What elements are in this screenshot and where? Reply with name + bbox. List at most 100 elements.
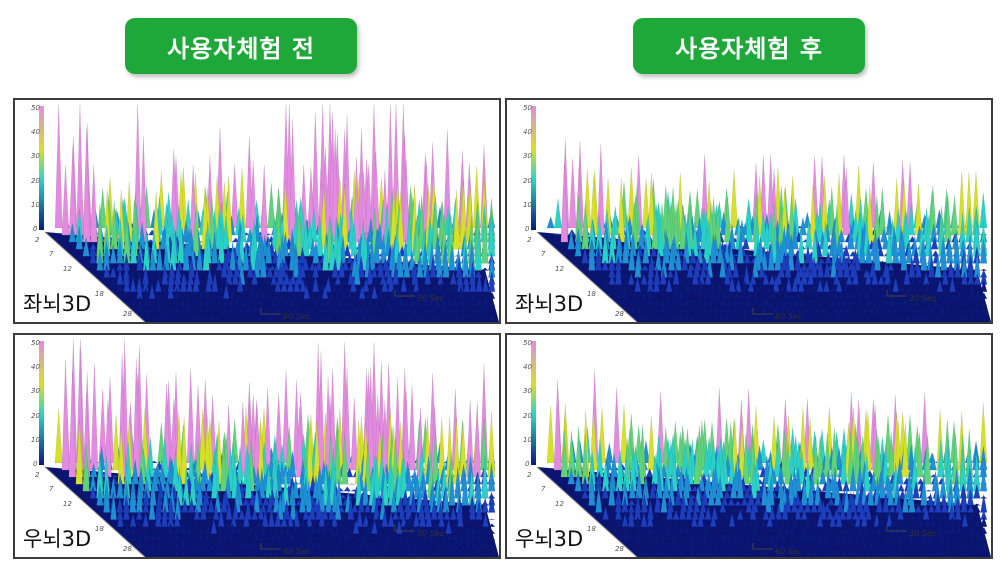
surface-peak (816, 203, 824, 243)
surface-peak (318, 536, 326, 542)
surface-peak (937, 293, 945, 299)
surface-peak (487, 462, 496, 492)
surface-peak (897, 503, 904, 520)
surface-peak (771, 553, 778, 556)
surface-peak (759, 548, 766, 556)
surface-peak (824, 469, 832, 499)
surface-peak (703, 287, 711, 292)
surface-peak (459, 305, 466, 314)
surface-peak (339, 234, 347, 264)
surface-peak (436, 316, 443, 321)
surface-peak (218, 282, 227, 285)
surface-peak (922, 271, 930, 285)
surface-peak (469, 273, 477, 292)
surface-peak (925, 303, 933, 307)
surface-peak (835, 511, 843, 527)
surface-peak (829, 510, 838, 513)
surface-peak (679, 271, 688, 278)
z-tick: 10 (523, 201, 532, 209)
surface-peak (784, 541, 792, 549)
surface-peak (202, 315, 210, 321)
surface-peak (736, 318, 743, 321)
surface-peak (338, 257, 346, 278)
surface-peak (199, 501, 207, 520)
surface-peak (286, 307, 294, 314)
surface-peak (424, 554, 431, 556)
surface-peak (646, 524, 654, 534)
surface-peak (393, 311, 400, 314)
surface-peak (219, 438, 228, 492)
surface-peak (136, 295, 144, 307)
surface-peak (191, 554, 198, 556)
surface-peak (280, 514, 288, 527)
surface-peak (262, 495, 270, 506)
surface-peak (742, 308, 750, 314)
surface-peak (817, 257, 826, 264)
surface-peak (873, 238, 881, 271)
surface-peak (395, 550, 403, 556)
surface-peak (436, 549, 443, 556)
surface-peak (236, 275, 244, 292)
surface-peak (167, 317, 175, 321)
surface-peak (788, 292, 796, 299)
surface-peak (823, 278, 830, 292)
surface-peak (950, 195, 959, 236)
surface-peak (612, 387, 621, 464)
chart-right-brain-before: 50 40 30 20 10 0 2 7 12 18 28 30 Sec 60 … (13, 333, 501, 559)
surface-peak (217, 506, 225, 527)
surface-peak (767, 240, 775, 271)
surface-peak (299, 278, 307, 292)
surface-peak (784, 305, 791, 314)
surface-peak (848, 290, 855, 292)
surface-peak (167, 307, 175, 314)
surface-peak (674, 245, 682, 271)
surface-peak (974, 516, 981, 527)
surface-peak (823, 524, 830, 527)
surface-peak (892, 234, 900, 264)
surface-peak (229, 287, 236, 299)
surface-peak (208, 196, 216, 250)
surface-peak (337, 533, 344, 542)
surface-peak (809, 185, 817, 243)
surface-peak (634, 532, 642, 542)
surface-peak (199, 524, 206, 527)
surface-peak (891, 545, 899, 549)
surface-peak (262, 307, 270, 314)
surface-peak (315, 258, 323, 271)
surface-peak (276, 533, 284, 542)
surface-peak (295, 206, 303, 257)
surface-peak (371, 519, 378, 534)
surface-peak (892, 277, 900, 292)
surface-peak (488, 314, 496, 321)
surface-peak (110, 278, 118, 285)
surface-peak (798, 296, 806, 307)
surface-peak (677, 249, 685, 257)
surface-peak (683, 299, 691, 307)
surface-peak (768, 273, 776, 285)
surface-peak (274, 278, 282, 292)
surface-peak (802, 545, 810, 549)
surface-peak (379, 538, 387, 542)
surface-peak (822, 552, 831, 556)
surface-peak (788, 524, 796, 534)
surface-peak (943, 292, 951, 299)
surface-peak (137, 305, 145, 314)
surface-peak (241, 295, 249, 299)
surface-peak (677, 301, 685, 307)
surface-peak (228, 502, 237, 506)
surface-peak (180, 512, 188, 520)
surface-peak (327, 309, 335, 314)
surface-peak (745, 530, 753, 534)
surface-peak (730, 545, 738, 549)
surface-peak (246, 258, 254, 278)
surface-peak (568, 158, 577, 229)
surface-peak (230, 514, 238, 527)
surface-peak (185, 300, 193, 307)
surface-peak (243, 552, 251, 556)
z-tick: 50 (31, 104, 40, 112)
surface-peak (813, 275, 821, 285)
surface-peak (305, 261, 314, 264)
surface-peak (438, 531, 447, 534)
surface-row (636, 313, 988, 321)
surface-peak (962, 539, 969, 542)
